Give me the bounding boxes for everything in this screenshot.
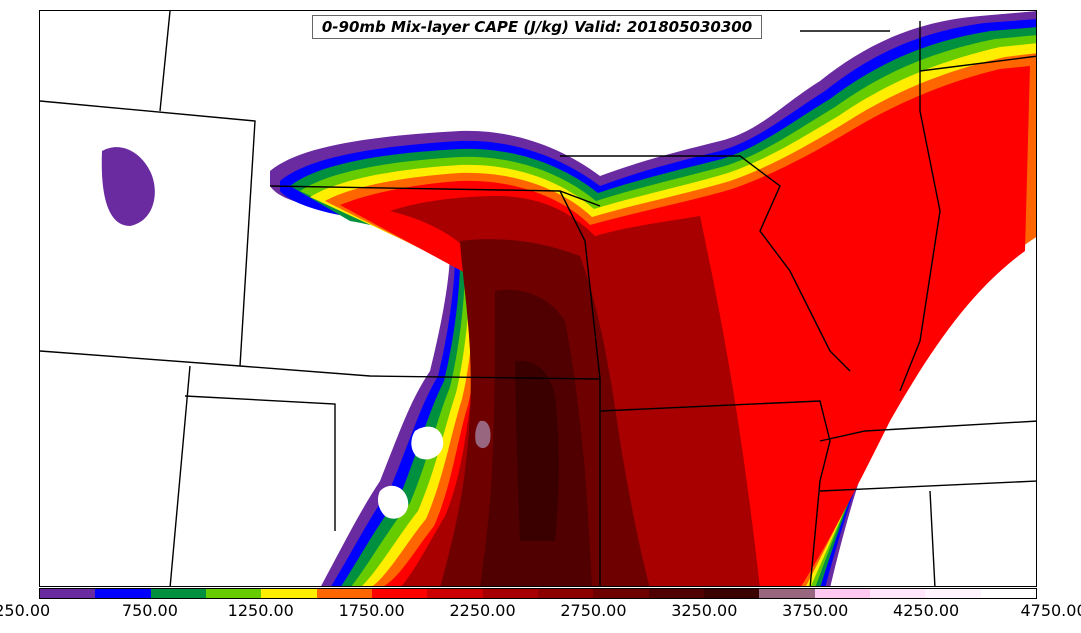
colorbar-tick-label: 750.00 xyxy=(121,601,178,620)
clear-region-west-2 xyxy=(411,426,444,460)
colorbar-segment xyxy=(371,589,428,598)
colorbar-tick-label: 2750.00 xyxy=(560,601,627,620)
colorbar-segment xyxy=(759,589,815,598)
map-title: 0-90mb Mix-layer CAPE (J/kg) Valid: 2018… xyxy=(312,15,762,39)
colorbar-tick-label: 1250.00 xyxy=(227,601,294,620)
colorbar-segment xyxy=(648,589,704,598)
cape-contour-3500 xyxy=(515,360,559,541)
cape-contour-field xyxy=(40,11,1036,586)
state-borders xyxy=(40,11,1036,586)
colorbar-segment xyxy=(205,589,262,598)
colorbar-segment xyxy=(593,589,649,598)
colorbar-segment xyxy=(814,589,870,598)
colorbar-tick-label: 3750.00 xyxy=(782,601,849,620)
colorbar-segment xyxy=(703,589,760,598)
colorbar-segment xyxy=(980,589,1036,598)
colorbar xyxy=(39,588,1037,599)
colorbar-segment xyxy=(482,589,538,598)
colorbar-segment xyxy=(427,589,483,598)
colorbar-segment xyxy=(316,589,372,598)
colorbar-tick-label: 3250.00 xyxy=(671,601,738,620)
colorbar-segment xyxy=(925,589,981,598)
cape-contour-3750 xyxy=(475,420,491,449)
colorbar-segment xyxy=(869,589,926,598)
colorbar-segment xyxy=(150,589,206,598)
cape-map xyxy=(39,10,1037,587)
colorbar-segment xyxy=(95,589,151,598)
colorbar-segment xyxy=(261,589,317,598)
colorbar-tick-label: 4750.00 xyxy=(1020,601,1081,620)
colorbar-tick-label: 1750.00 xyxy=(338,601,405,620)
colorbar-tick-label: 2250.00 xyxy=(449,601,516,620)
colorbar-tick-label: 4250.00 xyxy=(893,601,960,620)
colorbar-segment xyxy=(40,589,96,598)
clear-region-west xyxy=(377,485,409,519)
cape-contour-250-blob xyxy=(101,147,155,226)
colorbar-tick-label: 250.00 xyxy=(0,601,51,620)
colorbar-segment xyxy=(537,589,594,598)
